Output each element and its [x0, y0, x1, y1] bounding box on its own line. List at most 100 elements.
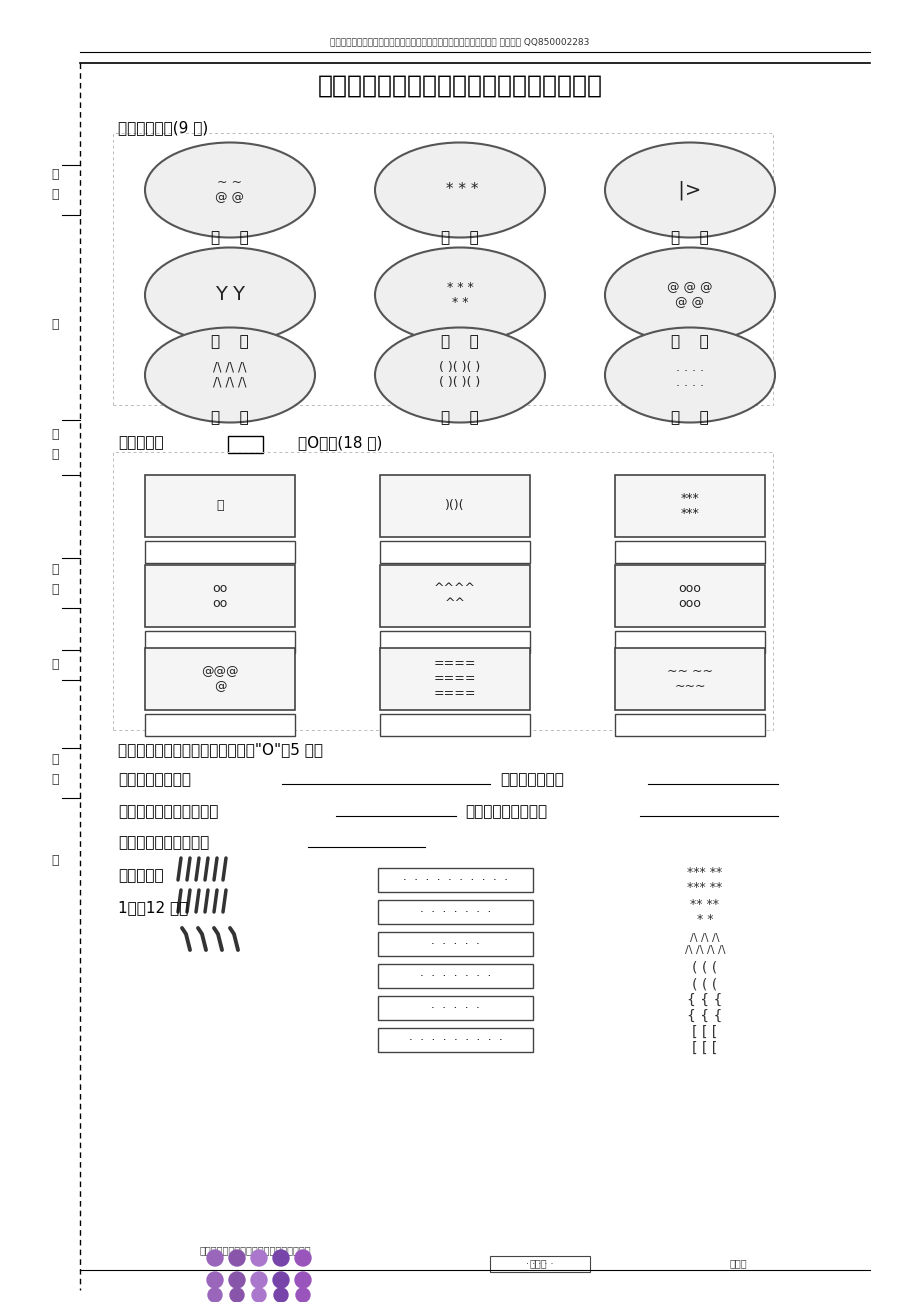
Ellipse shape — [375, 247, 544, 342]
Circle shape — [207, 1250, 222, 1266]
Text: 你家里有几口人？: 你家里有几口人？ — [118, 772, 191, 788]
Text: 一、看图写数(9 分): 一、看图写数(9 分) — [118, 121, 208, 135]
Text: /\ /\ /\
/\ /\ /\: /\ /\ /\ /\ /\ /\ — [213, 361, 246, 389]
Bar — [145, 565, 295, 628]
Bar — [380, 565, 529, 628]
Bar — [380, 542, 529, 562]
Text: ^^^^
^^: ^^^^ ^^ — [434, 582, 475, 611]
Circle shape — [229, 1272, 244, 1288]
Text: · · · · ·: · · · · · — [526, 1259, 553, 1269]
Text: （    ）: （ ） — [670, 230, 709, 246]
Text: ~ ~
@ @: ~ ~ @ @ — [215, 176, 244, 204]
Text: 名: 名 — [51, 448, 59, 461]
Bar — [378, 996, 532, 1019]
Text: 今年你几岁了？: 今年你几岁了？ — [499, 772, 563, 788]
Ellipse shape — [145, 142, 314, 237]
Bar — [380, 713, 529, 736]
Text: 频音频: 频音频 — [529, 1258, 547, 1268]
Text: ***
***: *** *** — [680, 492, 698, 519]
Circle shape — [295, 1272, 311, 1288]
Text: ·  ·  ·  ·  ·  ·  ·  ·  ·: · · · · · · · · · — [408, 1034, 502, 1047]
Bar — [378, 868, 532, 892]
Text: ** **
* *: ** ** * * — [690, 898, 719, 926]
Text: @ @ @
@ @: @ @ @ @ @ — [666, 281, 712, 309]
Text: ( ( (
( ( (: ( ( ( ( ( ( — [692, 961, 717, 991]
Text: /\ /\ /\
/\ /\ /\ /\: /\ /\ /\ /\ /\ /\ /\ — [684, 934, 724, 954]
Text: ( )( )( )
( )( )( ): ( )( )( ) ( )( )( ) — [439, 361, 480, 389]
Bar — [378, 900, 532, 924]
Text: 装: 装 — [51, 659, 59, 672]
Circle shape — [252, 1288, 266, 1302]
Circle shape — [230, 1288, 244, 1302]
Text: oo
oo: oo oo — [212, 582, 227, 611]
Bar — [614, 631, 765, 654]
Text: （    ）: （ ） — [440, 230, 479, 246]
Bar — [378, 932, 532, 956]
Text: ·  ·  ·  ·  ·  ·  ·: · · · · · · · — [419, 970, 491, 983]
Text: )()(: )()( — [445, 500, 464, 513]
Bar — [113, 452, 772, 730]
Ellipse shape — [375, 328, 544, 423]
Circle shape — [229, 1250, 244, 1266]
Text: （    ）: （ ） — [670, 410, 709, 426]
Bar — [145, 542, 295, 562]
Bar — [113, 133, 772, 405]
Text: （    ）: （ ） — [210, 410, 249, 426]
Bar — [145, 713, 295, 736]
Text: （    ）: （ ） — [670, 335, 709, 349]
Circle shape — [208, 1288, 221, 1302]
Text: * * *
* *: * * * * * — [446, 281, 473, 309]
Ellipse shape — [145, 328, 314, 423]
Text: （    ）: （ ） — [440, 335, 479, 349]
Bar — [614, 648, 765, 710]
Text: 二、数数在: 二、数数在 — [118, 435, 164, 450]
Text: 中小学各版本各学科试题教案课件练习学案: 中小学各版本各学科试题教案课件练习学案 — [199, 1245, 312, 1255]
Text: 级: 级 — [51, 583, 59, 596]
Ellipse shape — [605, 142, 774, 237]
Text: 学: 学 — [51, 754, 59, 767]
Bar — [380, 631, 529, 654]
Bar — [614, 475, 765, 536]
Text: 1．（12 分）: 1．（12 分） — [118, 901, 188, 915]
Text: ~~ ~~
~~~: ~~ ~~ ~~~ — [666, 665, 712, 693]
Text: { { {
{ { {: { { { { { { — [686, 993, 722, 1023]
Ellipse shape — [145, 247, 314, 342]
Circle shape — [273, 1272, 289, 1288]
Text: （    ）: （ ） — [210, 335, 249, 349]
Text: 宝客月: 宝客月 — [729, 1258, 747, 1268]
Circle shape — [295, 1250, 311, 1266]
Bar — [378, 1029, 532, 1052]
Circle shape — [296, 1288, 310, 1302]
Circle shape — [251, 1272, 267, 1288]
Text: 你这一小组有几个同学？: 你这一小组有几个同学？ — [118, 805, 218, 819]
Text: . . . .
. . . .: . . . . . . . . — [675, 361, 703, 389]
Ellipse shape — [605, 328, 774, 423]
Bar — [378, 963, 532, 988]
Text: 你喜欢上的课有几节？: 你喜欢上的课有几节？ — [118, 836, 209, 850]
Text: ·  ·  ·  ·  ·  ·  ·: · · · · · · · — [419, 905, 491, 918]
Text: ·  ·  ·  ·  ·  ·  ·  ·  ·  ·: · · · · · · · · · · — [403, 874, 507, 887]
Text: 姓: 姓 — [51, 428, 59, 441]
Text: [ [ [
[ [ [: [ [ [ [ [ [ — [692, 1025, 717, 1055]
Text: ·  ·  ·  ·  ·: · · · · · — [431, 1001, 480, 1014]
Circle shape — [251, 1250, 267, 1266]
Text: 班: 班 — [51, 564, 59, 577]
Bar — [380, 648, 529, 710]
Text: ooo
ooo: ooo ooo — [678, 582, 700, 611]
Ellipse shape — [375, 142, 544, 237]
Text: Y Y: Y Y — [215, 285, 244, 305]
Text: 🚌: 🚌 — [216, 500, 223, 513]
Text: |>: |> — [672, 180, 707, 199]
Ellipse shape — [605, 247, 774, 342]
Text: 人教版小学数学一年级上册第一单元检测卷: 人教版小学数学一年级上册第一单元检测卷 — [317, 74, 602, 98]
Text: 四、连一连: 四、连一连 — [118, 868, 164, 884]
Bar — [614, 565, 765, 628]
Circle shape — [273, 1250, 289, 1266]
Text: 号: 号 — [51, 189, 59, 202]
Text: 校: 校 — [51, 773, 59, 786]
Text: （    ）: （ ） — [210, 230, 249, 246]
Text: ====
====
====: ==== ==== ==== — [433, 658, 476, 700]
Text: 你书包里有几本书？: 你书包里有几本书？ — [464, 805, 547, 819]
Bar — [614, 713, 765, 736]
Text: 三、数一数，在横线上画出相应的"O"（5 分）: 三、数一数，在横线上画出相应的"O"（5 分） — [118, 742, 323, 758]
